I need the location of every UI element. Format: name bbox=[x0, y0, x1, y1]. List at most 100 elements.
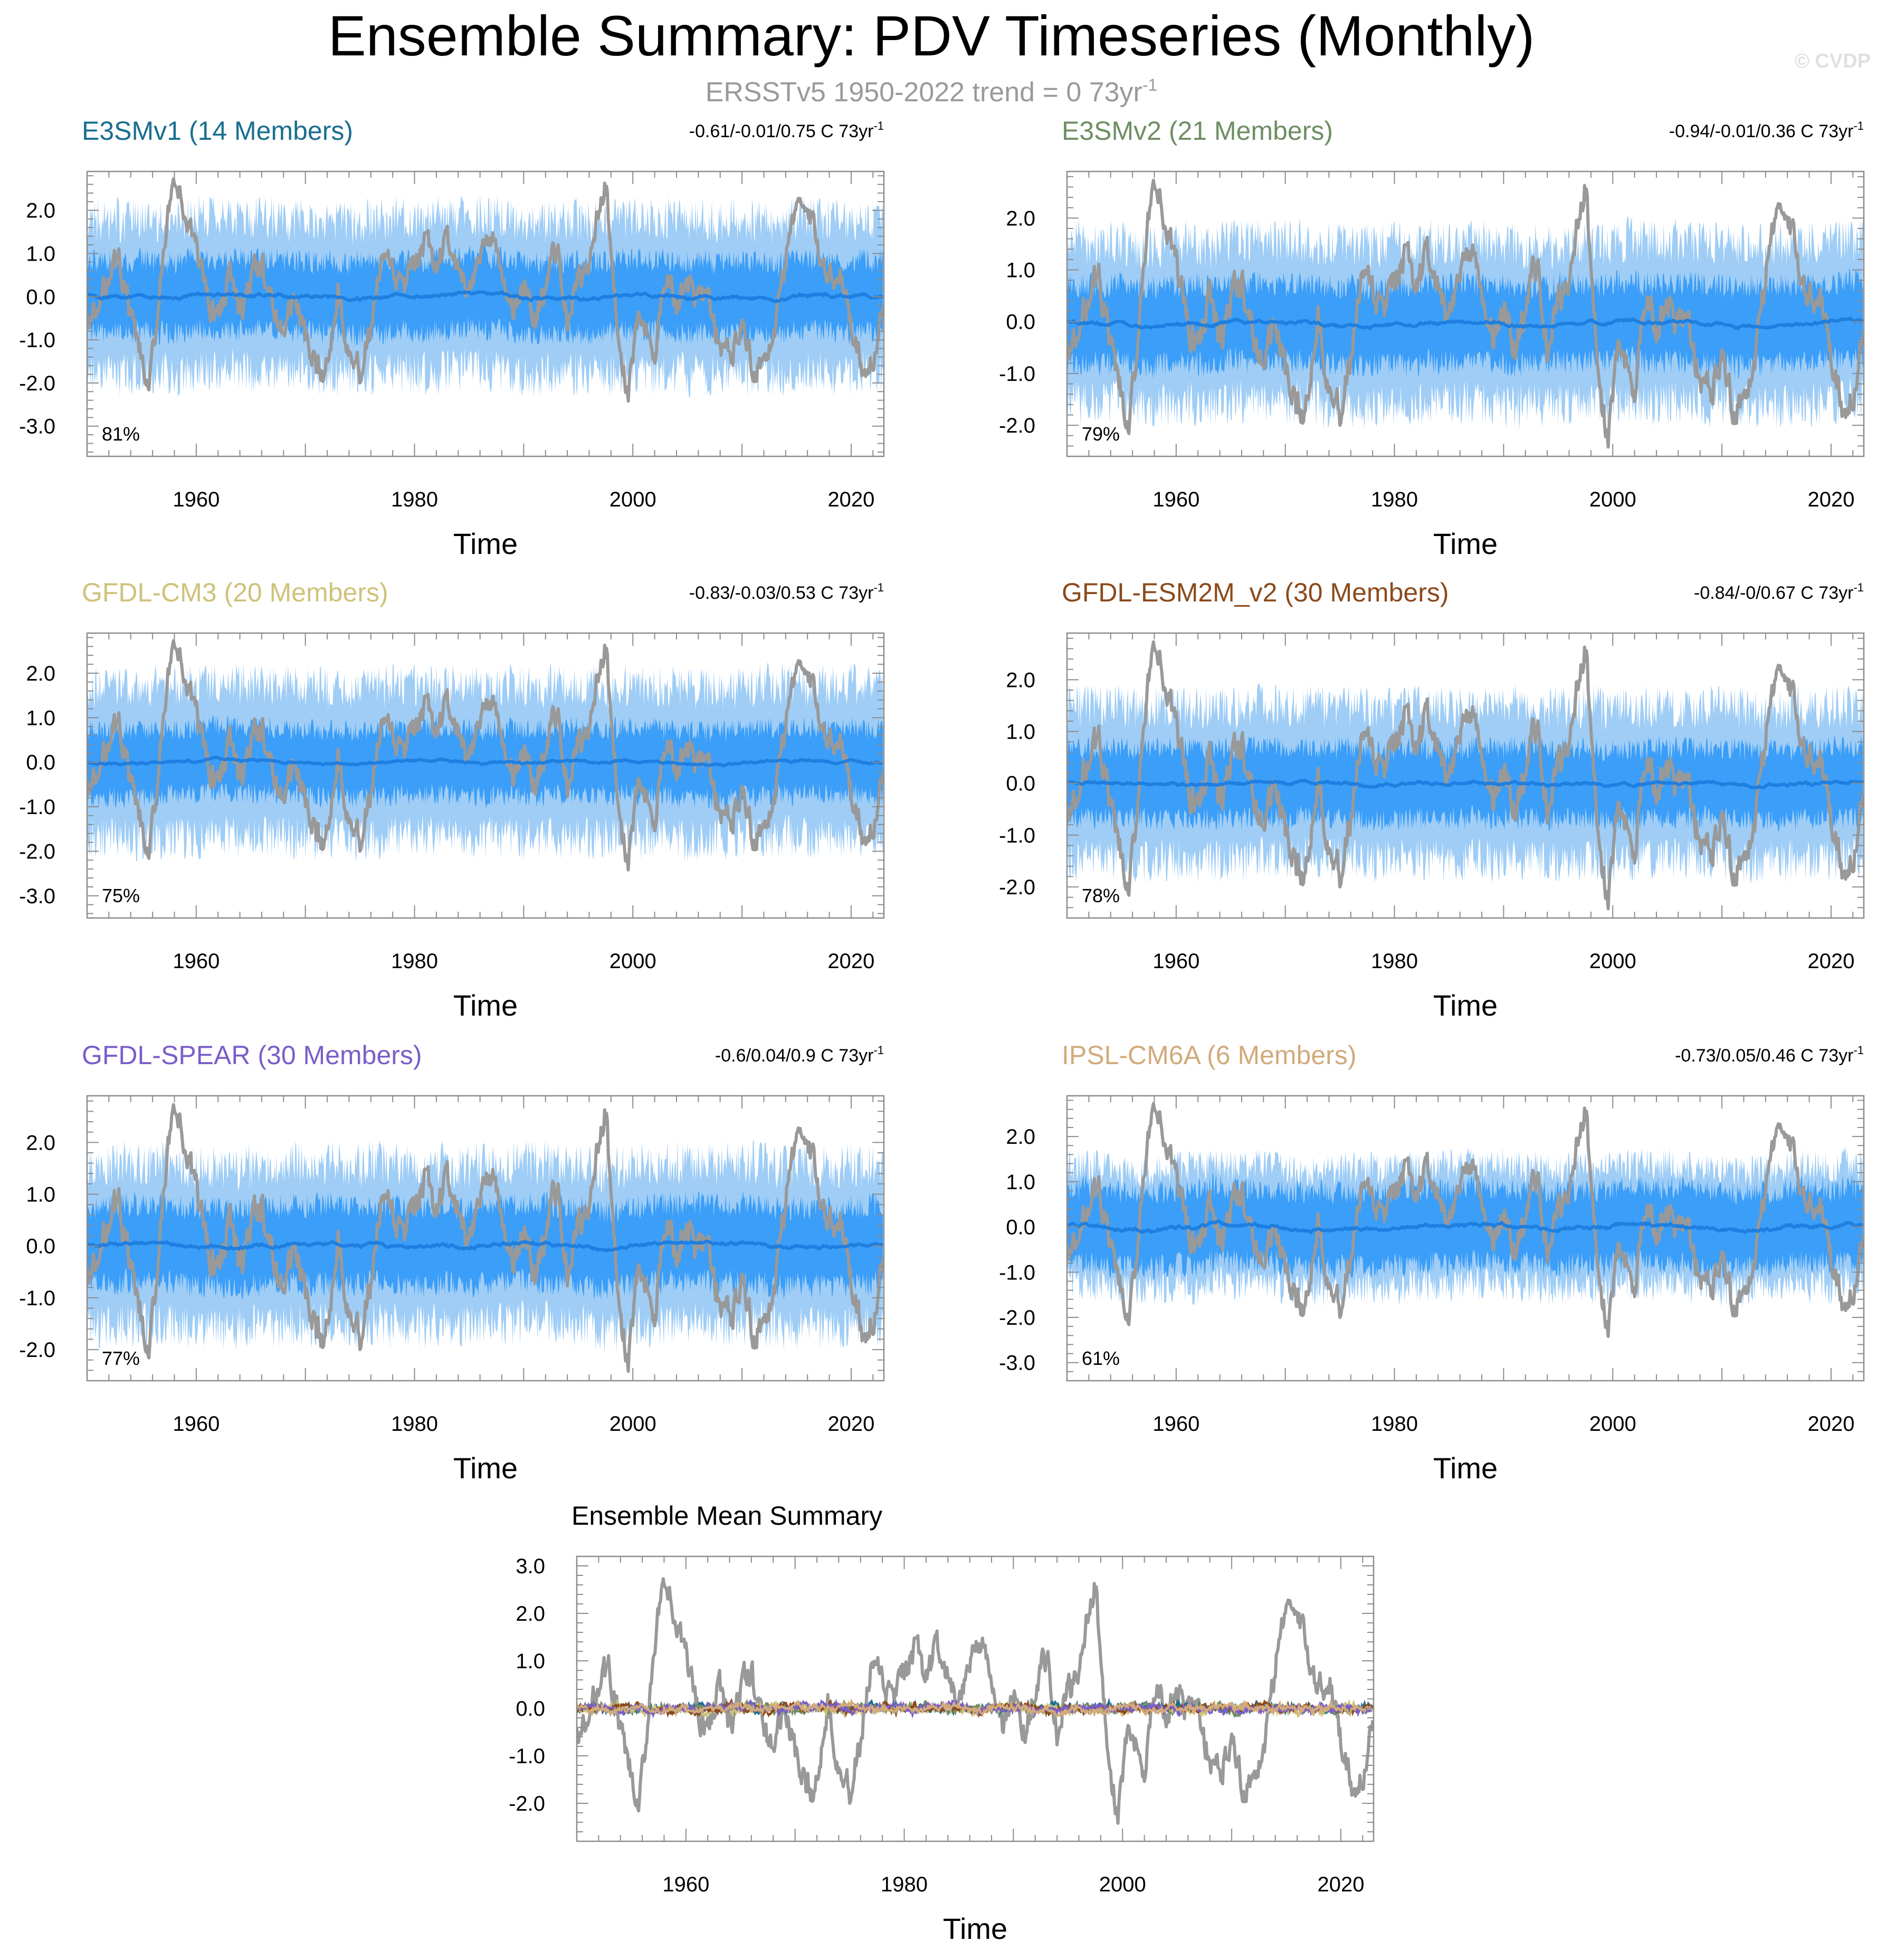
observed-series-line bbox=[1067, 178, 1864, 449]
panel-percent-label: 77% bbox=[102, 1347, 140, 1369]
x-tick-label: 1980 bbox=[391, 488, 438, 511]
plot-frame bbox=[86, 632, 885, 919]
x-tick-label: 1960 bbox=[173, 950, 220, 973]
x-axis-label: Time bbox=[453, 1451, 518, 1485]
y-tick-label: -2.0 bbox=[19, 372, 55, 395]
y-tick-label: -1.0 bbox=[999, 824, 1035, 847]
panel-title: E3SMv1 (14 Members) bbox=[82, 116, 353, 146]
y-tick-label: 2.0 bbox=[1006, 207, 1035, 230]
y-tick-label: -3.0 bbox=[19, 885, 55, 908]
panel-title: GFDL-ESM2M_v2 (30 Members) bbox=[1062, 578, 1449, 607]
observed-series-line bbox=[1067, 1102, 1864, 1338]
plot-frame bbox=[1066, 1095, 1865, 1382]
plot-area bbox=[577, 1577, 1374, 1825]
y-tick-label: 2.0 bbox=[1006, 668, 1035, 692]
y-tick-label: 0.0 bbox=[26, 1235, 55, 1258]
y-tick-label: 0.0 bbox=[1006, 311, 1035, 334]
y-tick-label: -2.0 bbox=[509, 1792, 545, 1815]
subtitle-text: ERSSTv5 1950-2022 trend = 0 73yr bbox=[706, 77, 1142, 108]
panel-title: GFDL-SPEAR (30 Members) bbox=[82, 1040, 422, 1070]
panel-stat-text: -0.84/-0/0.67 C 73yr-1 bbox=[1694, 581, 1864, 603]
x-tick-label: 2000 bbox=[1099, 1873, 1146, 1896]
ensemble-mean-line bbox=[87, 290, 884, 303]
panel-gfdl-cm3: 2.0 1.0 0.0 -1.0 -2.0 -3.0 1960 1980 2000 2020 Tim… bbox=[19, 578, 885, 1022]
y-tick-label: -2.0 bbox=[19, 1338, 55, 1362]
plot-area bbox=[1067, 640, 1864, 911]
x-axis-label: Time bbox=[943, 1912, 1007, 1945]
y-tick-label: -1.0 bbox=[999, 1261, 1035, 1284]
figure-subtitle: ERSSTv5 1950-2022 trend = 0 73yr-1 bbox=[706, 75, 1158, 108]
ensemble-mean-line bbox=[1067, 778, 1864, 790]
y-tick-label: 0.0 bbox=[26, 285, 55, 309]
plot-area bbox=[87, 177, 884, 403]
panel-stat-text: -0.83/-0.03/0.53 C 73yr-1 bbox=[689, 581, 884, 603]
y-tick-label: -2.0 bbox=[19, 840, 55, 863]
panel-title: GFDL-CM3 (20 Members) bbox=[82, 578, 388, 607]
panel-gfdl-esm2m-v2: 2.0 1.0 0.0 -1.0 -2.0 1960 1980 2000 2020 Time GFD… bbox=[999, 578, 1865, 1022]
subtitle-superscript: -1 bbox=[1142, 75, 1157, 94]
x-tick-label: 2020 bbox=[827, 488, 874, 511]
x-tick-label: 1980 bbox=[391, 1412, 438, 1436]
y-tick-label: 0.0 bbox=[1006, 1216, 1035, 1239]
observed-series-line bbox=[87, 1103, 884, 1373]
plot-frame bbox=[1066, 632, 1865, 919]
x-tick-label: 2000 bbox=[1589, 1412, 1636, 1436]
y-tick-label: 0.0 bbox=[1006, 772, 1035, 796]
x-axis-label: Time bbox=[1433, 1451, 1498, 1485]
y-tick-label: -1.0 bbox=[19, 796, 55, 819]
x-tick-label: 1960 bbox=[1152, 1412, 1199, 1436]
panel-stat-text: -0.61/-0.01/0.75 C 73yr-1 bbox=[689, 119, 884, 141]
panel-e3smv2: 2.0 1.0 0.0 -1.0 -2.0 1960 1980 2000 2020 Time E3S… bbox=[999, 116, 1865, 560]
x-tick-label: 1960 bbox=[1152, 950, 1199, 973]
x-tick-label: 1960 bbox=[662, 1873, 709, 1896]
x-tick-label: 2000 bbox=[1589, 488, 1636, 511]
x-tick-label: 2000 bbox=[609, 488, 656, 511]
x-tick-label: 1980 bbox=[881, 1873, 928, 1896]
panel-percent-label: 75% bbox=[102, 885, 140, 906]
x-axis-label: Time bbox=[453, 989, 518, 1022]
x-tick-label: 2020 bbox=[827, 950, 874, 973]
y-tick-label: 1.0 bbox=[26, 706, 55, 730]
panel-stat-text: -0.94/-0.01/0.36 C 73yr-1 bbox=[1669, 119, 1864, 141]
y-tick-label: 2.0 bbox=[26, 1131, 55, 1154]
x-tick-label: 2020 bbox=[1807, 950, 1854, 973]
y-tick-label: -2.0 bbox=[999, 876, 1035, 899]
y-tick-label: 3.0 bbox=[516, 1555, 545, 1578]
y-tick-label: 1.0 bbox=[1006, 259, 1035, 282]
y-tick-label: -2.0 bbox=[999, 414, 1035, 437]
cvdp-watermark: © CVDP bbox=[1795, 50, 1871, 72]
panel-ipsl-cm6a: 2.0 1.0 0.0 -1.0 -2.0 -3.0 1960 1980 2000 2020 Tim… bbox=[999, 1040, 1865, 1485]
panel-title: Ensemble Mean Summary bbox=[571, 1501, 882, 1531]
x-tick-label: 1980 bbox=[1371, 1412, 1418, 1436]
y-tick-label: -1.0 bbox=[19, 1287, 55, 1310]
panel-title: IPSL-CM6A (6 Members) bbox=[1062, 1040, 1356, 1070]
ensemble-mean-line bbox=[87, 1239, 884, 1253]
y-tick-label: 1.0 bbox=[1006, 721, 1035, 744]
y-tick-label: 1.0 bbox=[26, 242, 55, 265]
panel-percent-label: 81% bbox=[102, 423, 140, 445]
y-tick-label: -1.0 bbox=[19, 329, 55, 352]
panel-percent-label: 61% bbox=[1082, 1347, 1120, 1369]
x-tick-label: 1960 bbox=[1152, 488, 1199, 511]
x-tick-label: 2020 bbox=[1807, 1412, 1854, 1436]
panel-stat-text: -0.6/0.04/0.9 C 73yr-1 bbox=[715, 1044, 884, 1066]
x-tick-label: 2020 bbox=[1317, 1873, 1364, 1896]
panel-percent-label: 79% bbox=[1082, 423, 1120, 445]
x-tick-label: 2000 bbox=[1589, 950, 1636, 973]
model-mean-line-5 bbox=[577, 1698, 1373, 1718]
y-tick-label: 1.0 bbox=[26, 1183, 55, 1207]
x-tick-label: 1960 bbox=[173, 1412, 220, 1436]
plot-area bbox=[87, 639, 884, 872]
panels-container: 2.0 1.0 0.0 -1.0 -2.0 -3.0 1960 1980 2000 2020 Tim… bbox=[19, 116, 1865, 1945]
figure-title: Ensemble Summary: PDV Timeseries (Monthl… bbox=[328, 4, 1535, 68]
y-tick-label: 2.0 bbox=[26, 199, 55, 223]
observed-series-line bbox=[1067, 640, 1864, 911]
panel-e3smv1: 2.0 1.0 0.0 -1.0 -2.0 -3.0 1960 1980 2000 2020 Tim… bbox=[19, 116, 885, 560]
y-tick-label: -2.0 bbox=[999, 1306, 1035, 1330]
plot-area bbox=[87, 1103, 884, 1373]
ensemble-mean-line bbox=[87, 755, 883, 768]
x-tick-label: 2020 bbox=[1807, 488, 1854, 511]
plot-frame bbox=[86, 1095, 885, 1382]
x-axis-label: Time bbox=[1433, 527, 1498, 560]
y-tick-label: 1.0 bbox=[1006, 1171, 1035, 1194]
